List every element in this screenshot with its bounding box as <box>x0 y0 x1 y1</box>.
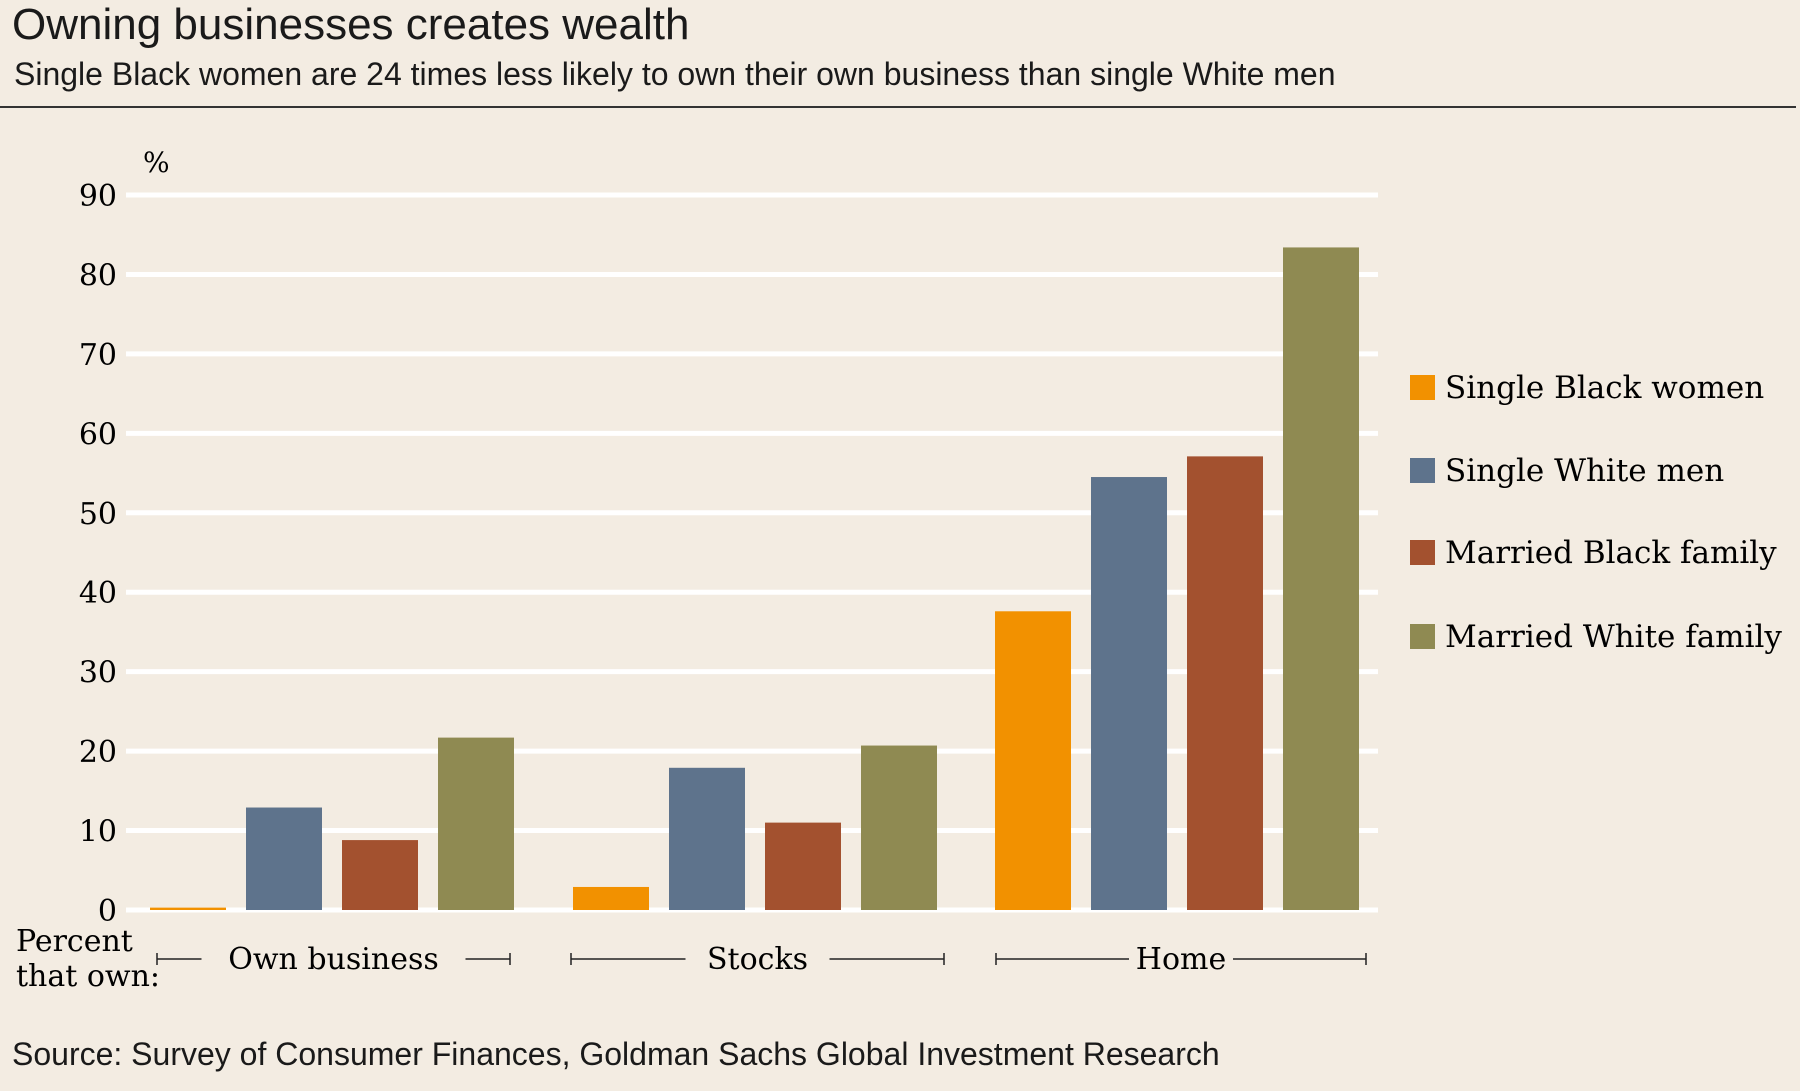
y-tick-label: 90 <box>79 179 117 214</box>
header-divider <box>0 106 1796 108</box>
chart-title: Owning businesses creates wealth <box>12 0 690 49</box>
legend-label: Married Black family <box>1445 535 1777 571</box>
bar-single-black-women-own-business <box>150 907 226 910</box>
y-tick-label: 50 <box>79 497 117 532</box>
x-category-label: Home <box>1136 942 1226 977</box>
bar-married-white-family-own-business <box>438 737 514 910</box>
y-tick-label: 0 <box>98 894 117 929</box>
bar-married-black-family-own-business <box>342 840 418 910</box>
x-category-label: Stocks <box>707 942 808 977</box>
bar-married-white-family-home <box>1283 247 1359 910</box>
bar-married-black-family-home <box>1187 456 1263 910</box>
bar-single-black-women-home <box>995 611 1071 910</box>
legend-swatch <box>1410 458 1435 483</box>
y-tick-label: 30 <box>79 656 117 691</box>
y-tick-label: 60 <box>79 417 117 452</box>
legend-swatch <box>1410 540 1435 565</box>
bar-married-white-family-stocks <box>861 745 937 910</box>
bar-single-white-men-stocks <box>669 767 745 910</box>
bar-single-white-men-own-business <box>246 807 322 910</box>
x-category-label: Own business <box>228 942 439 977</box>
y-tick-label: 20 <box>79 735 117 770</box>
y-tick-label: 70 <box>79 338 117 373</box>
y-axis-unit: % <box>143 146 170 179</box>
legend-swatch <box>1410 375 1435 400</box>
bar-single-white-men-home <box>1091 477 1167 910</box>
y-tick-label: 40 <box>79 576 117 611</box>
legend-swatch <box>1410 624 1435 649</box>
bar-married-black-family-stocks <box>765 822 841 910</box>
legend-label: Single White men <box>1445 453 1724 489</box>
y-tick-label: 80 <box>79 258 117 293</box>
chart-subtitle: Single Black women are 24 times less lik… <box>14 56 1336 92</box>
bar-single-black-women-stocks <box>573 886 649 910</box>
x-axis-label-line1: Percent <box>16 924 133 959</box>
y-tick-label: 10 <box>79 815 117 850</box>
legend-label: Single Black women <box>1445 370 1764 406</box>
x-axis-label-line2: that own: <box>16 959 160 994</box>
source-note: Source: Survey of Consumer Finances, Gol… <box>12 1036 1220 1072</box>
legend-label: Married White family <box>1445 619 1782 655</box>
